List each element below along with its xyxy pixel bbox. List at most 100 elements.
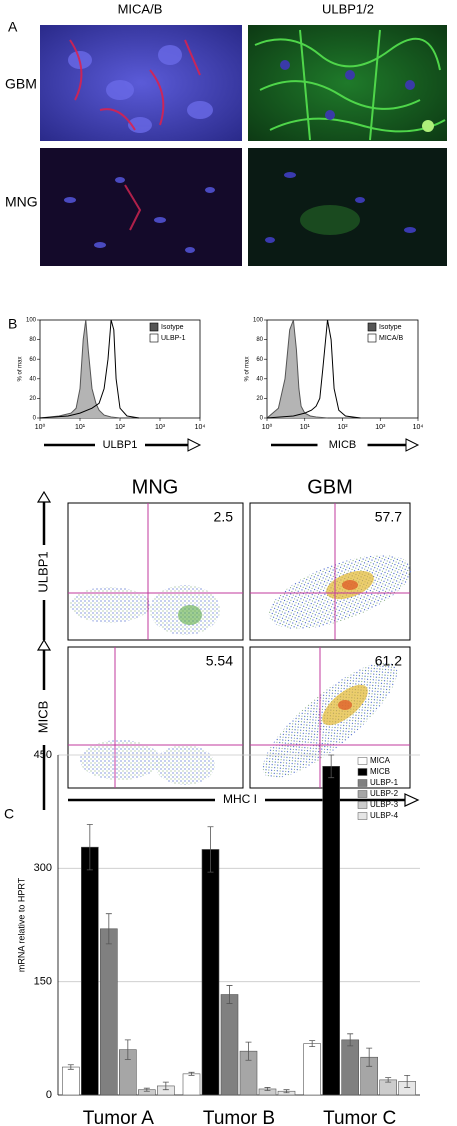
error-bar — [143, 1087, 150, 1092]
bar — [341, 1039, 359, 1096]
legend-swatch — [357, 757, 368, 765]
x-tick-label: 10⁰ — [35, 423, 46, 431]
y-tick-label: 0 — [46, 1089, 52, 1101]
column-label: MICA/B — [118, 1, 163, 16]
error-bar — [404, 1074, 411, 1088]
error-bar — [67, 1064, 74, 1070]
error-bar — [207, 826, 214, 873]
legend-swatch — [367, 322, 377, 332]
error-bar — [245, 1041, 252, 1061]
quadrant-value: 57.7 — [375, 509, 402, 525]
error-bar — [347, 1033, 354, 1047]
legend-label: MICA — [370, 756, 391, 765]
y-tick-label: 20 — [256, 396, 263, 402]
legend-swatch — [149, 333, 159, 343]
y-axis-label: mRNA relative to HPRT — [16, 877, 26, 972]
y-tick-label: 150 — [34, 976, 52, 988]
bar — [322, 766, 340, 1096]
y-tick-label: 100 — [253, 318, 264, 324]
panel-label: B — [8, 316, 17, 332]
bar — [81, 846, 99, 1096]
x-tick-label: 10³ — [375, 424, 386, 431]
panel-label: A — [8, 19, 18, 35]
micrograph — [248, 25, 447, 141]
error-bar — [188, 1071, 195, 1076]
panel-label: C — [4, 806, 14, 822]
legend-swatch — [357, 768, 368, 776]
legend-label: ULBP-2 — [370, 789, 399, 798]
quadrant-value: 5.54 — [206, 653, 233, 669]
bar — [220, 994, 239, 1096]
error-bar — [162, 1081, 169, 1091]
x-tick-label: 10⁴ — [413, 424, 424, 431]
flow-plot: 5.54 — [67, 646, 244, 789]
y-tick-label: 60 — [29, 357, 36, 363]
row-label: MNG — [5, 194, 38, 210]
column-label: GBM — [307, 476, 353, 498]
legend-label: MICA/B — [379, 335, 403, 342]
flow-plot: 61.2 — [249, 646, 411, 789]
x-tick-label: 10¹ — [300, 424, 311, 431]
x-axis-label: ULBP1 — [103, 439, 138, 451]
x-tick-label: 10² — [337, 424, 348, 431]
error-bar — [366, 1047, 373, 1067]
legend-swatch — [367, 333, 377, 343]
bar — [182, 1073, 201, 1096]
legend-label: ULBP-4 — [370, 811, 399, 820]
legend-label: MICB — [370, 767, 390, 776]
error-bar — [264, 1087, 271, 1091]
legend-label: ULBP-1 — [370, 778, 399, 787]
legend-label: Isotype — [379, 324, 402, 331]
bar — [201, 849, 220, 1096]
legend-swatch — [357, 790, 368, 798]
plot-frame — [39, 319, 201, 419]
legend-swatch — [357, 812, 368, 820]
error-bar — [328, 754, 335, 779]
bar — [100, 928, 118, 1096]
flow-plot: 2.5 — [67, 502, 244, 641]
flow-plot: 57.7 — [249, 502, 412, 641]
x-tick-label: Tumor A — [83, 1108, 154, 1126]
histogram-line — [266, 319, 328, 419]
legend-label: Isotype — [161, 324, 184, 331]
row-label: ULBP1 — [35, 551, 50, 592]
legend-swatch — [357, 779, 368, 787]
micrograph — [40, 25, 242, 141]
error-bar — [309, 1040, 316, 1048]
x-tick-label: 10⁴ — [195, 424, 206, 431]
legend-label: ULBP-1 — [161, 335, 186, 342]
y-tick-label: 0 — [33, 416, 37, 422]
x-tick-label: 10⁰ — [262, 423, 273, 431]
x-axis-label: MICB — [329, 439, 357, 451]
x-tick-label: 10¹ — [75, 424, 86, 431]
x-tick-label: 10³ — [155, 424, 166, 431]
column-label: MNG — [132, 476, 179, 498]
micrograph — [248, 148, 447, 266]
legend-label: ULBP-3 — [370, 800, 399, 809]
histogram-line — [266, 319, 361, 419]
y-tick-label: 20 — [29, 396, 36, 402]
bar — [62, 1066, 80, 1096]
y-axis-label: % of max — [245, 356, 251, 381]
axis-label: MHC I — [223, 792, 257, 806]
arrow-head — [405, 438, 420, 452]
y-tick-label: 100 — [26, 318, 37, 324]
legend-swatch — [149, 322, 159, 332]
arrow-head — [36, 490, 420, 807]
micrograph — [40, 148, 242, 266]
y-axis-label: % of max — [18, 356, 24, 381]
y-tick-label: 40 — [256, 376, 263, 382]
y-tick-label: 80 — [256, 337, 263, 343]
y-tick-label: 80 — [29, 337, 36, 343]
error-bar — [385, 1077, 392, 1083]
y-tick-label: 40 — [29, 376, 36, 382]
row-label: MICB — [35, 701, 50, 734]
row-label: GBM — [5, 76, 37, 92]
error-bar — [283, 1089, 290, 1094]
arrow-head — [187, 438, 202, 452]
error-bar — [105, 913, 112, 945]
x-tick-label: Tumor C — [323, 1108, 396, 1126]
column-label: ULBP1/2 — [322, 1, 374, 16]
bar — [303, 1043, 321, 1096]
